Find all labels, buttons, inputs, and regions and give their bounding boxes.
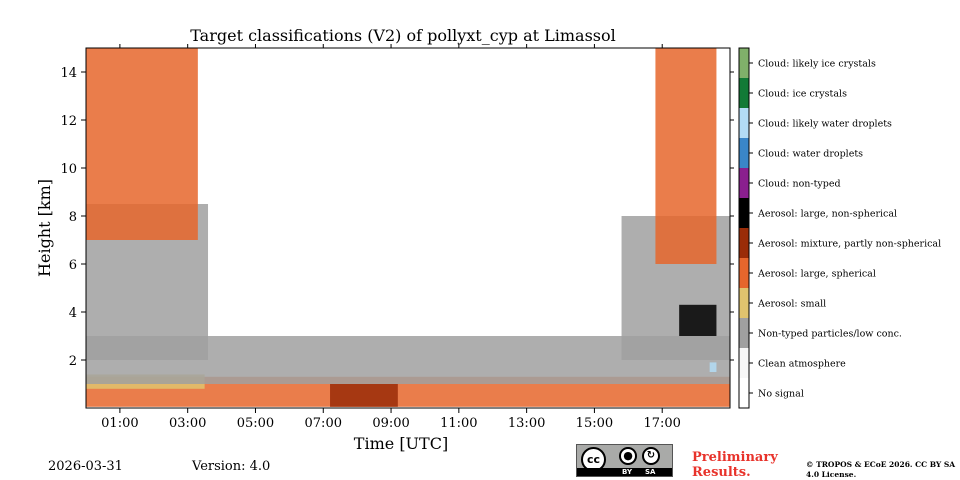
x-axis-label: Time [UTC] <box>354 434 448 453</box>
footer-date: 2026-03-31 <box>48 459 123 474</box>
x-tick-label: 03:00 <box>169 416 206 431</box>
y-tick-label: 4 <box>69 306 77 321</box>
y-tick-label: 8 <box>69 210 77 225</box>
x-tick-label: 05:00 <box>237 416 274 431</box>
colorbar-label: Cloud: ice crystals <box>758 89 847 100</box>
colorbar-swatch <box>739 48 749 78</box>
colorbar-swatch <box>739 228 749 258</box>
colorbar-legend: No signal Clean atmosphere Non-typed parti… <box>738 47 941 409</box>
colorbar-swatch <box>739 378 749 408</box>
x-axis: 01:00 03:00 05:00 07:00 09:00 11:00 13:00 15:00… <box>101 44 681 431</box>
x-tick-label: 13:00 <box>508 416 545 431</box>
preliminary-results-note: Preliminary Results. <box>692 450 778 480</box>
y-tick-label: 6 <box>69 258 77 273</box>
colorbar-swatch <box>739 198 749 228</box>
colorbar-label: Aerosol: large, spherical <box>757 269 876 280</box>
colorbar-swatch <box>739 348 749 378</box>
colorbar-label: No signal <box>758 389 804 400</box>
colorbar-label: Cloud: non-typed <box>758 179 841 190</box>
cc-by-sa-badge: cc ● ↻ BY SA <box>576 444 673 477</box>
colorbar-label: Aerosol: small <box>757 299 826 310</box>
colorbar-label: Aerosol: large, non-spherical <box>757 209 897 220</box>
colorbar-label: Cloud: likely water droplets <box>758 119 892 130</box>
y-tick-label: 14 <box>60 66 77 81</box>
classification-heatmap <box>86 48 730 407</box>
heatmap-region <box>655 48 717 264</box>
x-tick-label: 17:00 <box>643 416 680 431</box>
heatmap-region <box>709 362 717 372</box>
colorbar-label: Non-typed particles/low conc. <box>758 329 902 340</box>
colorbar-label: Aerosol: mixture, partly non-spherical <box>757 239 941 250</box>
colorbar-label: Cloud: water droplets <box>758 149 863 160</box>
heatmap-region <box>86 48 198 240</box>
colorbar-swatch <box>739 318 749 348</box>
x-tick-label: 07:00 <box>305 416 342 431</box>
colorbar-swatch <box>739 168 749 198</box>
sa-label: SA <box>645 468 656 476</box>
colorbar-label: Clean atmosphere <box>758 359 846 370</box>
x-tick-label: 09:00 <box>372 416 409 431</box>
plot-frame <box>85 47 731 409</box>
colorbar-swatch <box>739 258 749 288</box>
chart-title: Target classifications (V2) of pollyxt_c… <box>190 26 616 45</box>
cc-icon: cc <box>581 447 606 472</box>
colorbar-label: Cloud: likely ice crystals <box>758 59 876 70</box>
footer-version: Version: 4.0 <box>192 459 271 474</box>
cc-badge-bar: BY SA <box>577 468 672 476</box>
copyright-notice: © TROPOS & ECoE 2026. CC BY SA 4.0 Licen… <box>806 460 956 479</box>
x-tick-label: 11:00 <box>440 416 477 431</box>
heatmap-region <box>679 304 717 336</box>
heatmap-region <box>330 384 398 407</box>
share-alike-icon: ↻ <box>642 447 660 465</box>
y-tick-label: 10 <box>60 162 77 177</box>
y-axis: 2 4 6 8 10 12 14 <box>60 66 734 369</box>
colorbar-swatch <box>739 78 749 108</box>
y-tick-label: 12 <box>60 114 77 129</box>
x-tick-label: 01:00 <box>101 416 138 431</box>
y-axis-label: Height [km] <box>35 179 54 277</box>
y-tick-label: 2 <box>69 354 77 369</box>
colorbar-swatch <box>739 138 749 168</box>
colorbar-swatch <box>739 288 749 318</box>
by-label: BY <box>622 468 633 476</box>
colorbar-frame <box>738 47 750 409</box>
x-tick-label: 15:00 <box>576 416 613 431</box>
colorbar-swatch <box>739 108 749 138</box>
attribution-person-icon: ● <box>619 447 637 465</box>
